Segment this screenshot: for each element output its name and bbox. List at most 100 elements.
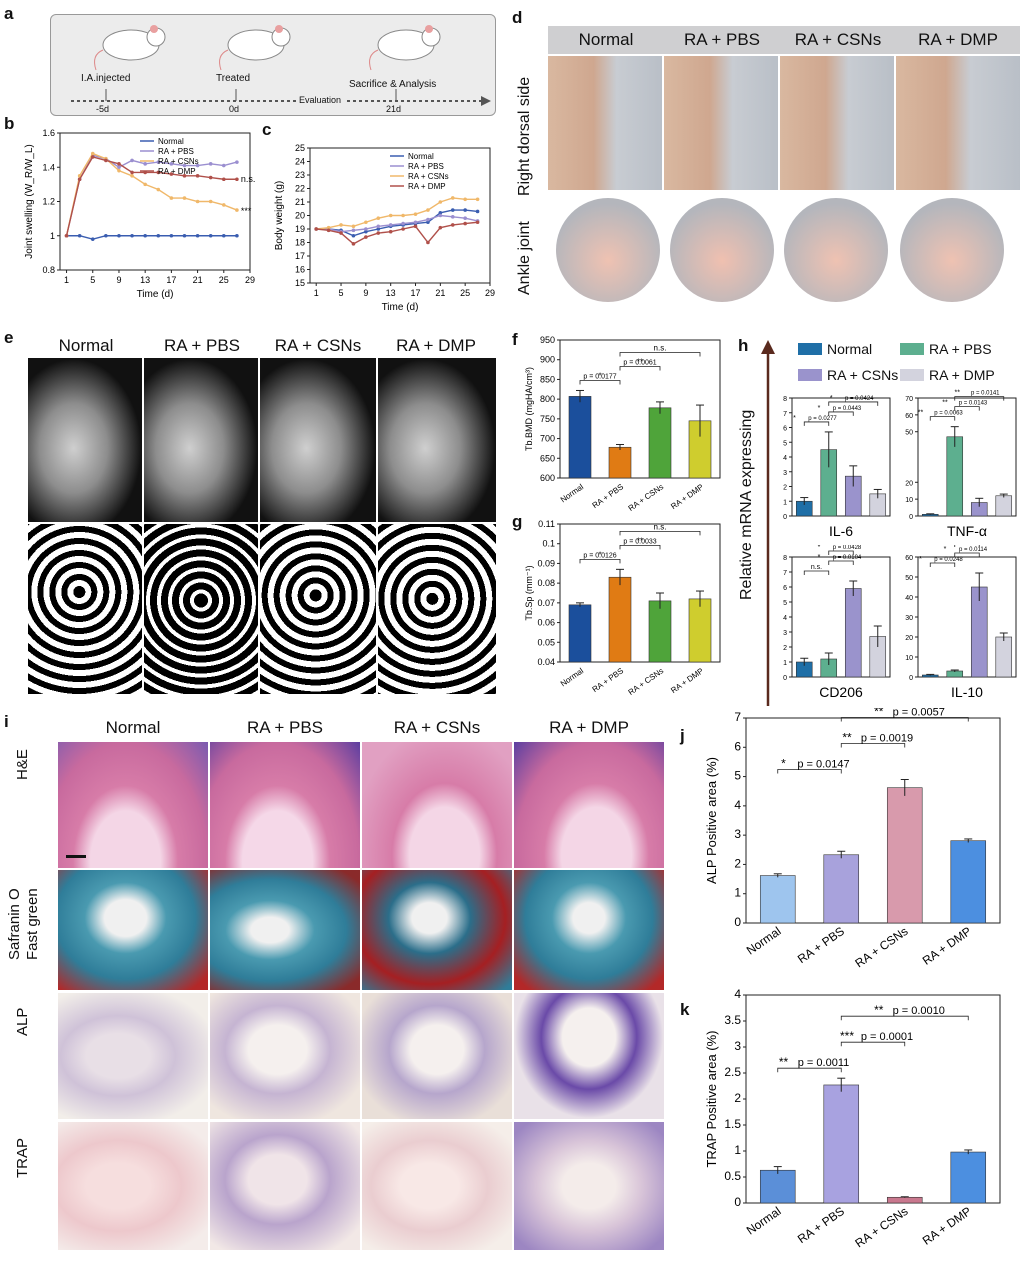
y-tick-label: 10 [905, 655, 913, 662]
ankle-photo [900, 198, 1004, 302]
y-tick-label: 1 [50, 231, 55, 241]
d-row-dorsal: Right dorsal side [516, 76, 533, 196]
y-tick-label: 5 [734, 769, 741, 783]
y-tick-label: 70 [905, 396, 913, 403]
rat-icon [369, 25, 441, 71]
data-point [413, 220, 418, 225]
y-tick-label: 0.06 [537, 618, 555, 628]
p-value-label: p = 0.0010 [893, 1005, 945, 1017]
bar [608, 446, 632, 479]
microct-section-image [28, 524, 142, 694]
y-tick-label: 0.07 [537, 598, 555, 608]
x-tick-label: RA + CSNs [852, 924, 910, 970]
y-tick-label: 1 [783, 499, 787, 506]
data-point [438, 213, 443, 218]
y-tick-label: 1.6 [42, 128, 55, 138]
significance-stars: ** [955, 390, 961, 397]
bar [759, 875, 796, 924]
i-row-he: H&E [14, 749, 31, 780]
microct-3d-image [144, 358, 258, 522]
data-point [314, 227, 319, 231]
data-point [104, 233, 108, 238]
data-point [463, 221, 467, 226]
data-point [221, 163, 226, 168]
data-point [156, 187, 161, 192]
data-point [376, 224, 381, 229]
rat-photo [664, 56, 778, 190]
safranin-stain-image [58, 870, 208, 990]
data-point [463, 216, 467, 220]
data-point [169, 172, 174, 176]
data-point [401, 221, 405, 226]
data-point [90, 155, 95, 159]
chart-h-cd206: 0 1 2 3 4 5 6 7 8 CD206 n.s. * p = 0.0104 * p = 0.0428 [783, 545, 891, 700]
p-value-label: p = 0.0063 [934, 411, 963, 417]
panel-d-label: d [512, 8, 523, 27]
data-point [426, 240, 430, 245]
comparison-bracket [619, 544, 661, 550]
x-tick-label: 9 [116, 275, 121, 285]
bar [886, 1196, 923, 1204]
comparison-bracket [828, 411, 854, 416]
data-point [169, 233, 174, 238]
y-tick-label: 950 [540, 335, 555, 345]
trap-stain-image [514, 1122, 664, 1250]
data-point [235, 208, 239, 212]
legend-label: RA + DMP [408, 182, 446, 191]
x-tick-label: RA + PBS [795, 924, 847, 966]
comparison-bracket [840, 717, 969, 722]
x-tick-label: 13 [386, 288, 396, 298]
y-tick-label: 0 [734, 915, 741, 929]
data-point [195, 174, 200, 178]
p-value-label: p = 0.0277 [808, 416, 837, 422]
y-tick-label: 7 [783, 411, 787, 418]
chart-title: IL-6 [829, 523, 853, 539]
y-tick-label: 3.5 [724, 1013, 741, 1027]
comparison-bracket [619, 366, 661, 371]
y-tick-label: 50 [905, 575, 913, 582]
legend-label: RA + DMP [158, 167, 196, 176]
plot-frame [59, 132, 251, 271]
bar [950, 1151, 987, 1204]
y-tick-label: 1.2 [42, 197, 55, 207]
p-value-label: p = 0.0057 [893, 708, 945, 719]
step-label: Treated [216, 73, 251, 84]
data-point [208, 199, 213, 204]
data-point [450, 223, 455, 227]
p-value-label: p = 0.0443 [833, 406, 862, 412]
x-tick-label: 1 [314, 288, 319, 298]
p-value-label: p = 0.0143 [959, 401, 988, 407]
data-point [208, 175, 213, 180]
x-axis-label: Time (d) [137, 289, 174, 300]
p-value-label: p = 0.0126 [583, 552, 616, 559]
data-point [130, 233, 134, 238]
data-point [339, 231, 343, 235]
data-point [388, 229, 393, 234]
alp-stain-image [362, 993, 512, 1119]
series-line [65, 156, 237, 236]
microct-section-image [260, 524, 376, 694]
comparison-bracket [828, 550, 854, 555]
x-tick-label: 29 [485, 288, 495, 298]
legend-swatch [900, 369, 924, 381]
panel-j-label: j [680, 726, 685, 745]
significance-stars: * [944, 546, 947, 553]
d-col-csns: RA + CSNs [794, 30, 882, 49]
comparison-bracket [579, 558, 621, 564]
timeline-label: Evaluation [296, 95, 345, 105]
legend-swatch [798, 369, 822, 381]
trap-stain-image [58, 1122, 208, 1250]
data-point [143, 233, 147, 238]
x-tick-label: 13 [140, 275, 150, 285]
y-axis-label: ALP Positive area (%) [704, 757, 719, 884]
data-point [130, 158, 134, 163]
significance-stars: n.s. [654, 343, 667, 352]
data-point [195, 233, 200, 238]
data-point [117, 168, 121, 173]
y-tick-label: 25 [295, 143, 305, 153]
significance-stars: * [818, 545, 821, 551]
x-tick-label: RA + PBS [591, 482, 625, 510]
ankle-photo [670, 198, 774, 302]
y-tick-label: 0.5 [724, 1169, 741, 1183]
